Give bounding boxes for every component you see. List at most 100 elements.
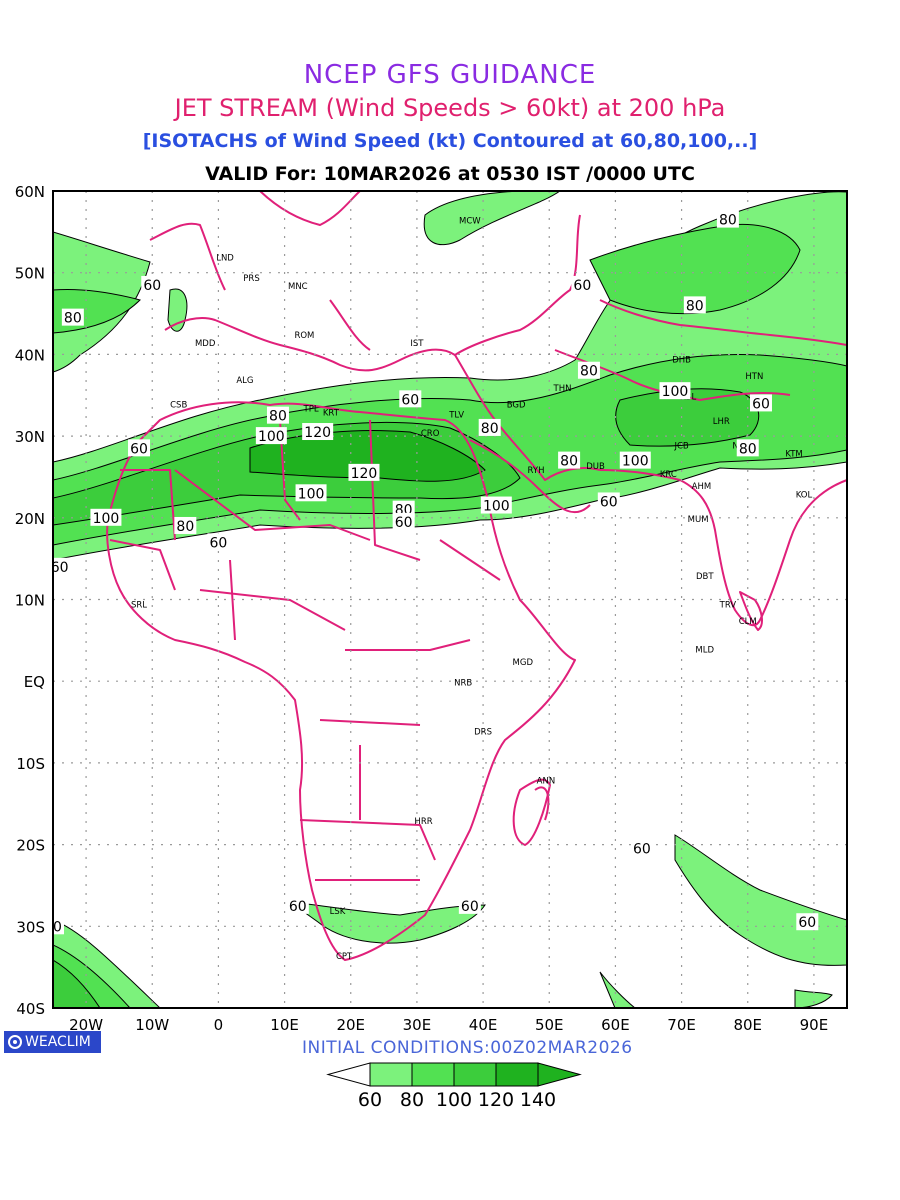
- contour-label: 120: [351, 466, 378, 482]
- contour-label: 80: [739, 441, 757, 457]
- contour-label: 80: [719, 213, 737, 229]
- station-label: CLM: [739, 617, 757, 627]
- weaclim-logo: WEACLIM: [4, 1031, 101, 1053]
- station-label: RYH: [528, 466, 545, 476]
- contour-label-bg: [480, 496, 512, 514]
- station-label: KRC: [660, 470, 677, 480]
- latitude-label: 30N: [15, 428, 45, 446]
- contour-label: 80: [686, 298, 704, 314]
- station-label: DHB: [672, 356, 691, 366]
- isotach-120-band: [249, 430, 486, 482]
- legend-arrow-low: [326, 1062, 371, 1087]
- latitude-label: 40S: [16, 1000, 45, 1018]
- contour-label-bg: [207, 533, 230, 551]
- contour-label: 60: [573, 278, 591, 294]
- contour-label: 60: [600, 494, 618, 510]
- station-label: TLV: [448, 410, 464, 420]
- colorbar-legend: 60 80 100 120 140: [326, 1062, 582, 1111]
- contour-label-bg: [302, 423, 334, 441]
- longitude-label: 80E: [733, 1016, 762, 1034]
- legend-swatch: [453, 1062, 497, 1087]
- latitude-axis: 60N 50N 40N 30N 20N 10N EQ 10S 20S 30S 40S: [15, 183, 45, 1018]
- contour-label-bg: [255, 427, 287, 445]
- legend-swatch: [369, 1062, 413, 1087]
- contour-label: 60: [130, 441, 148, 457]
- contour-label-bg: [286, 896, 309, 914]
- longitude-axis: 20W 10W 0 10E 20E 30E 40E 50E 60E 70E 80E 90E: [69, 1016, 828, 1034]
- latitude-label: 10N: [15, 592, 45, 610]
- contour-label: 80: [580, 364, 598, 380]
- station-label: DUB: [586, 462, 605, 472]
- contour-label: 80: [560, 454, 578, 470]
- contour-label: 60: [289, 899, 307, 915]
- contour-label-bg: [558, 451, 581, 469]
- station-label: SRL: [131, 601, 147, 611]
- legend-label: 100: [436, 1089, 472, 1111]
- contour-label: 100: [483, 499, 510, 515]
- station-label: MDD: [195, 339, 216, 349]
- station-label: KOL: [796, 490, 813, 500]
- latitude-label: 20S: [16, 837, 45, 855]
- station-label: ALG: [236, 376, 253, 386]
- latitude-label: EQ: [24, 673, 45, 691]
- logo-text: WEACLIM: [25, 1034, 91, 1050]
- station-label: KRT: [323, 409, 340, 419]
- station-label: CSB: [170, 401, 187, 411]
- station-label: HTN: [745, 372, 763, 382]
- contour-label: 100: [93, 511, 120, 527]
- contour-label-bg: [392, 512, 415, 530]
- longitude-label: 10W: [135, 1016, 169, 1034]
- contour-label: 60: [51, 560, 69, 576]
- legend-swatch: [495, 1062, 539, 1087]
- longitude-label: 60E: [601, 1016, 630, 1034]
- title-product: JET STREAM (Wind Speeds > 60kt) at 200 h…: [174, 94, 726, 122]
- contour-label: 100: [662, 384, 689, 400]
- station-label: JCB: [673, 441, 688, 451]
- contour-label: 100: [298, 486, 325, 502]
- longitude-label: 20W: [69, 1016, 103, 1034]
- contour-label: 60: [143, 278, 161, 294]
- contour-label: 80: [481, 421, 499, 437]
- station-label: CPT: [336, 952, 353, 962]
- contour-label-bg: [577, 361, 600, 379]
- station-label: MGD: [513, 658, 534, 668]
- initial-conditions: INITIAL CONDITIONS:00Z02MAR2026: [302, 1038, 633, 1058]
- station-label: MCW: [459, 217, 481, 227]
- contour-label: 60: [752, 396, 770, 412]
- station-label: TRV: [719, 601, 737, 611]
- contour-label: 80: [64, 311, 82, 327]
- station-label: THN: [553, 384, 572, 394]
- graticule: [53, 191, 847, 1008]
- station-label: BGD: [507, 401, 526, 411]
- station-label: NRB: [454, 678, 472, 688]
- contour-label: 60: [395, 515, 413, 531]
- contour-label: 60: [210, 535, 228, 551]
- station-label: KTM: [785, 450, 802, 460]
- contour-label: 60: [461, 899, 479, 915]
- legend-swatch: [411, 1062, 455, 1087]
- contour-label-bg: [53, 557, 71, 575]
- longitude-label: 10E: [270, 1016, 299, 1034]
- station-label: LHR: [713, 417, 730, 427]
- contour-label-bg: [399, 390, 422, 408]
- legend-label: 120: [478, 1089, 514, 1111]
- latitude-label: 60N: [15, 183, 45, 201]
- legend-label: 80: [400, 1089, 424, 1111]
- longitude-label: 70E: [667, 1016, 696, 1034]
- legend-label: 60: [358, 1089, 382, 1111]
- contour-label-bg: [266, 406, 289, 424]
- contour-label-bg: [597, 492, 620, 510]
- contour-label: 80: [176, 519, 194, 535]
- latitude-label: 30S: [16, 918, 45, 936]
- latitude-label: 20N: [15, 510, 45, 528]
- contour-label-bg: [716, 210, 739, 228]
- station-label: MNC: [288, 282, 308, 292]
- map-frame: [52, 190, 848, 1009]
- latitude-label: 10S: [16, 755, 45, 773]
- longitude-label: 0: [214, 1016, 224, 1034]
- station-label: IST: [410, 339, 424, 349]
- longitude-label: 40E: [469, 1016, 498, 1034]
- station-label: MUM: [688, 515, 709, 525]
- station-label: HRR: [414, 817, 432, 827]
